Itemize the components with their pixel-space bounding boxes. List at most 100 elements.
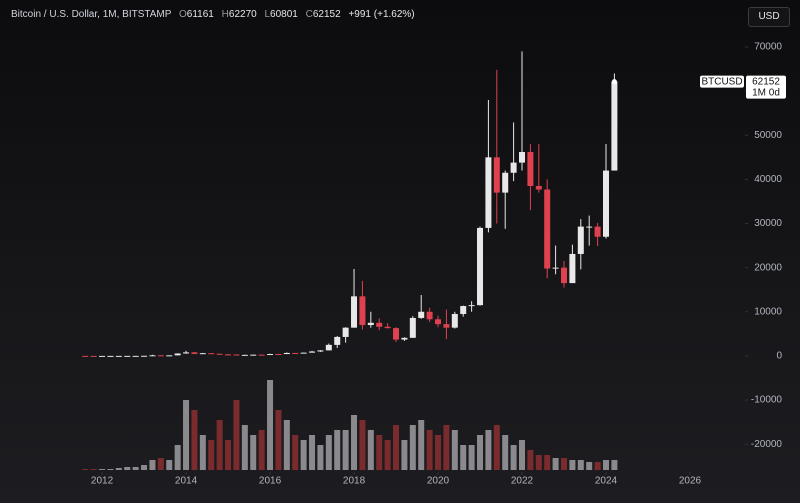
y-tick-label: 10000 bbox=[754, 306, 782, 317]
candle-body bbox=[82, 355, 89, 357]
candle-body bbox=[233, 354, 240, 356]
volume-bar bbox=[367, 430, 374, 470]
volume-bar bbox=[519, 440, 526, 470]
candle-body bbox=[199, 353, 206, 355]
candle-body bbox=[174, 353, 181, 356]
candle-body bbox=[401, 337, 408, 340]
volume-bar bbox=[334, 430, 341, 470]
volume-bar bbox=[569, 460, 576, 470]
volume-bar bbox=[594, 462, 601, 470]
x-tick-label: 2020 bbox=[427, 476, 450, 487]
x-tick-label: 2018 bbox=[343, 476, 366, 487]
volume-bar bbox=[535, 455, 542, 470]
low-value: 60801 bbox=[270, 9, 298, 20]
volume-bar bbox=[115, 468, 122, 470]
volume-bar bbox=[267, 380, 274, 470]
open-label: O bbox=[179, 9, 187, 20]
volume-bar bbox=[132, 467, 139, 470]
candle-body bbox=[124, 355, 131, 357]
candle-body bbox=[451, 313, 458, 328]
volume-bar bbox=[325, 435, 332, 470]
candle-body bbox=[107, 355, 114, 357]
candle-body bbox=[577, 226, 584, 254]
candle-body bbox=[460, 306, 467, 314]
high-value: 62270 bbox=[228, 9, 257, 20]
candle-body bbox=[241, 354, 248, 356]
candle-body bbox=[468, 305, 475, 307]
x-tick-label: 2014 bbox=[175, 476, 198, 487]
volume-bar bbox=[300, 440, 307, 470]
volume-bar bbox=[233, 400, 240, 470]
candle-body bbox=[258, 354, 265, 356]
volume-bar bbox=[183, 400, 190, 470]
volume-bar bbox=[485, 430, 492, 470]
volume-bar bbox=[384, 440, 391, 470]
currency-button[interactable]: USD bbox=[748, 7, 790, 27]
volume-bar bbox=[82, 469, 89, 470]
candle-body bbox=[275, 354, 282, 356]
volume-bar bbox=[107, 469, 114, 470]
candle-body bbox=[485, 157, 492, 228]
volume-bar bbox=[149, 460, 156, 470]
candle-body bbox=[435, 319, 442, 325]
candle-body bbox=[443, 324, 450, 328]
candle-body bbox=[426, 311, 433, 320]
volume-bar bbox=[468, 445, 475, 470]
volume-bar bbox=[435, 435, 442, 470]
candle-body bbox=[183, 352, 190, 354]
high-label: H bbox=[221, 9, 229, 20]
volume-bar bbox=[99, 469, 106, 470]
candle-body bbox=[493, 157, 500, 193]
candle-body bbox=[560, 267, 567, 284]
y-tick-label: 30000 bbox=[754, 218, 782, 229]
volume-bar bbox=[560, 458, 567, 470]
candle-body bbox=[510, 162, 517, 173]
volume-bar bbox=[527, 450, 534, 470]
candle-body bbox=[334, 336, 341, 345]
x-tick-label: 2012 bbox=[91, 476, 114, 487]
candle-body bbox=[250, 354, 257, 356]
volume-bar bbox=[460, 445, 467, 470]
volume-bar bbox=[342, 430, 349, 470]
volume-bar bbox=[166, 460, 173, 470]
candle-body bbox=[527, 152, 534, 186]
candle-body bbox=[309, 351, 316, 353]
candle-body bbox=[519, 152, 526, 163]
price-tag: 62152 bbox=[752, 76, 780, 87]
symbol-legend: Bitcoin / U.S. Dollar, 1M, BITSTAMP O611… bbox=[11, 9, 415, 20]
volume-bar bbox=[502, 435, 509, 470]
volume-bar bbox=[275, 410, 282, 470]
candle-body bbox=[502, 172, 509, 193]
candle-body bbox=[384, 326, 391, 329]
y-tick-label: -20000 bbox=[751, 439, 783, 450]
candle-body bbox=[208, 353, 215, 355]
candle-body bbox=[267, 354, 274, 356]
candle-body bbox=[602, 170, 609, 237]
candle-body bbox=[99, 355, 106, 357]
candle-body bbox=[149, 355, 156, 357]
volume-bar bbox=[216, 420, 223, 470]
candle-body bbox=[393, 328, 400, 340]
volume-bar bbox=[376, 435, 383, 470]
y-tick-label: 20000 bbox=[754, 262, 782, 273]
volume-bar bbox=[426, 430, 433, 470]
volume-bar bbox=[451, 430, 458, 470]
candle-body bbox=[569, 253, 576, 284]
candle-body bbox=[342, 327, 349, 337]
candle-body bbox=[611, 81, 618, 171]
volume-bar bbox=[443, 425, 450, 470]
last-price-dot bbox=[611, 79, 617, 85]
candle-body bbox=[351, 296, 358, 328]
low-label: L bbox=[264, 9, 271, 20]
price-tag-bg bbox=[746, 75, 786, 99]
volume-bar bbox=[409, 425, 416, 470]
candle-body bbox=[418, 311, 425, 318]
volume-bar bbox=[611, 460, 618, 470]
candle-body bbox=[191, 352, 198, 354]
open-value: 61161 bbox=[186, 9, 214, 20]
y-tick-label: 40000 bbox=[754, 174, 782, 185]
candle-body bbox=[376, 322, 383, 327]
volume-bar bbox=[477, 435, 484, 470]
candle-body bbox=[317, 350, 324, 352]
